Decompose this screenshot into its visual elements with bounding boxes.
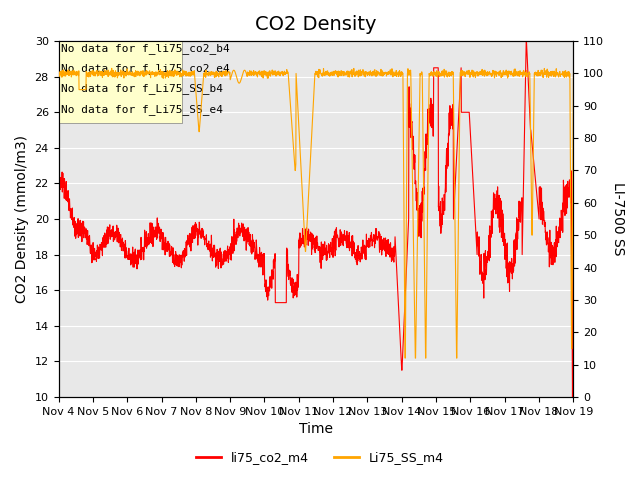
Title: CO2 Density: CO2 Density [255,15,377,34]
Y-axis label: CO2 Density (mmol/m3): CO2 Density (mmol/m3) [15,135,29,303]
Y-axis label: LI-7500 SS: LI-7500 SS [611,182,625,256]
Legend: li75_co2_m4, Li75_SS_m4: li75_co2_m4, Li75_SS_m4 [191,446,449,469]
X-axis label: Time: Time [299,422,333,436]
Text: No data for f_Li75_SS_b4: No data for f_Li75_SS_b4 [61,84,223,95]
Text: No data for f_li75_co2_b4: No data for f_li75_co2_b4 [61,43,230,54]
FancyBboxPatch shape [56,39,182,123]
Text: No data for f_li75_co2_e4: No data for f_li75_co2_e4 [61,63,230,74]
Text: No data for f_Li75_SS_e4: No data for f_Li75_SS_e4 [61,104,223,115]
